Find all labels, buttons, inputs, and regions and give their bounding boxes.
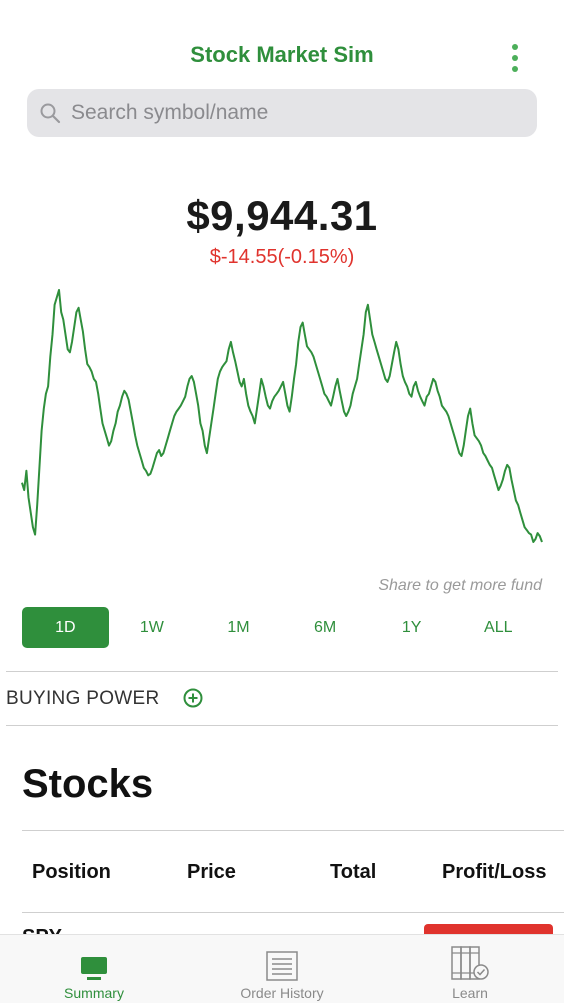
tab-bar: Summary Order History Learn <box>0 934 564 1003</box>
divider <box>6 725 558 726</box>
range-1y-button[interactable]: 1Y <box>401 618 422 636</box>
range-selector: 1D 1W 1M 6M 1Y ALL <box>22 607 542 648</box>
range-1w-button[interactable]: 1W <box>139 618 164 636</box>
divider <box>6 671 558 672</box>
tab-order-history[interactable]: Order History <box>188 935 376 1003</box>
range-1m-button[interactable]: 1M <box>227 618 250 636</box>
tab-learn[interactable]: Learn <box>376 935 564 1003</box>
search-bar[interactable] <box>27 89 537 137</box>
chart-series-line <box>21 289 543 543</box>
list-icon <box>266 951 298 981</box>
column-header-total: Total <box>330 861 377 883</box>
search-icon <box>40 103 61 124</box>
buying-power-label: BUYING POWER <box>6 688 160 709</box>
range-all-button[interactable]: ALL <box>484 618 513 636</box>
divider <box>22 830 564 831</box>
tab-label: Summary <box>64 985 124 1001</box>
search-input[interactable] <box>69 100 513 126</box>
app-title: Stock Market Sim <box>190 42 374 67</box>
share-link[interactable]: Share to get more fund <box>378 577 542 594</box>
portfolio-line-chart <box>21 289 543 543</box>
column-header-profit-loss: Profit/Loss <box>442 861 547 883</box>
more-vertical-icon[interactable] <box>505 44 525 72</box>
books-icon <box>451 946 489 980</box>
tab-summary[interactable]: Summary <box>0 935 188 1003</box>
column-header-position: Position <box>32 861 111 883</box>
portfolio-change: $-14.55(-0.15%) <box>209 246 355 268</box>
divider <box>22 912 564 913</box>
range-6m-button[interactable]: 6M <box>313 618 337 636</box>
tab-label: Order History <box>240 985 324 1001</box>
tab-label: Learn <box>452 985 488 1001</box>
column-header-price: Price <box>187 861 236 883</box>
portfolio-value: $9,944.31 <box>186 192 378 239</box>
stocks-heading: Stocks <box>22 762 154 806</box>
monitor-icon <box>81 957 107 980</box>
plus-circle-icon[interactable] <box>183 688 203 708</box>
range-1d-button[interactable]: 1D <box>22 607 109 648</box>
